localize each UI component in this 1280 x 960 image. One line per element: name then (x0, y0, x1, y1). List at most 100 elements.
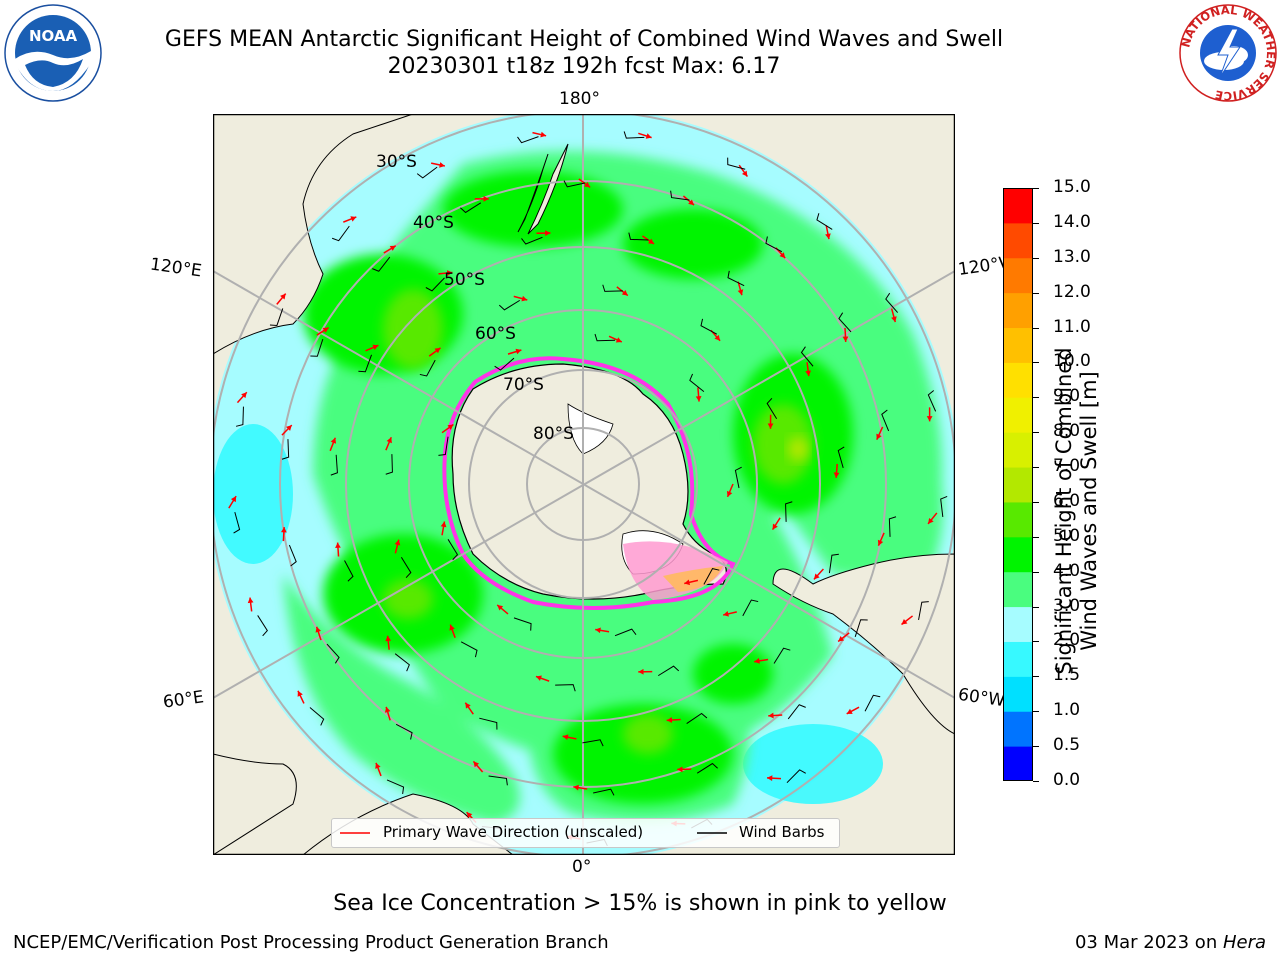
wind-barb (400, 556, 412, 579)
wind-barb (742, 599, 759, 617)
wave-direction-arrowhead (372, 344, 379, 351)
wave-direction-arrowhead (434, 347, 441, 354)
colorbar-bin (1003, 746, 1033, 782)
wind-barb (670, 190, 690, 201)
colorbar-tick-mark (1033, 606, 1039, 608)
wind-barb (269, 308, 284, 326)
sea-ice-yellow (663, 566, 723, 592)
colorbar-bin (1003, 188, 1033, 224)
colorbar-tick-mark (1033, 571, 1039, 573)
wind-barb (331, 225, 350, 242)
wind-barb (395, 723, 413, 740)
legend-primary-wave: Primary Wave Direction (unscaled) (383, 823, 644, 841)
colorbar-bin (1003, 711, 1033, 747)
svg-text:NOAA: NOAA (29, 27, 78, 45)
wind-barb (257, 615, 268, 637)
wind-barb (786, 769, 806, 784)
colorbar-tick-mark (1033, 292, 1039, 294)
colorbar-bin (1003, 536, 1033, 573)
wave-direction-arrowhead (615, 337, 622, 343)
wave-direction-arrowhead (545, 230, 551, 236)
lon-label-60e: 60°E (161, 687, 206, 713)
colorbar-tick-label: 9.0 (1053, 386, 1081, 407)
wave-direction-arrowhead (684, 579, 691, 586)
wave-direction-arrowhead (230, 496, 237, 503)
wave-direction-arrowhead (877, 539, 884, 546)
wave-direction-arrowhead (521, 295, 528, 302)
colorbar-tick-label: 11.0 (1053, 316, 1091, 337)
colorbar-bin (1003, 606, 1033, 642)
wind-barb (330, 454, 338, 476)
wind-barb (326, 643, 340, 664)
footer-machine: Hera (1222, 932, 1266, 953)
wind-barb (765, 236, 783, 253)
wave-direction-arrowhead (695, 396, 702, 402)
wave-direction-arrowhead (768, 712, 774, 719)
wind-barbs (233, 131, 948, 847)
lat-label-30s: 30°S (376, 152, 417, 172)
wind-barb (498, 299, 521, 311)
colorbar-bin (1003, 676, 1033, 712)
colorbar-tick-label: 3.0 (1053, 595, 1081, 616)
wind-barb (309, 707, 325, 726)
sea-ice-margin (442, 356, 736, 610)
wave-direction-arrowhead (281, 527, 287, 533)
wave-direction-arrowhead (535, 675, 542, 681)
wind-barb (372, 256, 391, 272)
wind-barb (785, 501, 793, 522)
wind-barb (460, 641, 478, 658)
wind-barb (888, 516, 897, 537)
wind-barb (773, 647, 791, 664)
colorbar-tick-mark (1033, 781, 1039, 782)
wind-barb (787, 704, 806, 720)
wave-direction-arrowhead (723, 611, 729, 617)
wind-barb (521, 236, 543, 245)
wave-direction-arrowhead (638, 668, 644, 675)
colorbar-tick-label: 12.0 (1053, 281, 1091, 302)
wind-barb (816, 213, 833, 230)
colorbar-tick-mark (1033, 257, 1039, 259)
wave-band-6m (788, 437, 808, 461)
lat-label-40s: 40°S (413, 213, 454, 233)
wave-direction-arrowhead (515, 348, 522, 355)
colorbar-tick-mark (1033, 711, 1039, 713)
colorbar-tick-mark (1033, 188, 1039, 189)
wind-barb (513, 617, 532, 631)
wave-direction-arrowhead (394, 539, 401, 546)
wind-barb (727, 270, 745, 287)
wind-barb (394, 653, 410, 672)
wave-direction-arrowhead (846, 708, 853, 714)
noaa-logo: NOAA (3, 3, 103, 103)
wave-direction-arrowhead (876, 433, 882, 440)
colorbar-tick-mark (1033, 362, 1039, 364)
wave-direction-arrowhead (573, 784, 579, 791)
wind-barb (614, 628, 637, 637)
wind-barb (517, 136, 539, 144)
wave-direction-arrowhead (838, 635, 845, 642)
wave-direction-arrowhead (767, 423, 774, 429)
wave-direction-arrowhead (540, 131, 547, 138)
lat-label-80s: 80°S (533, 424, 574, 444)
wave-direction-arrowhead (767, 775, 773, 782)
wind-barb (479, 717, 498, 730)
wave-direction-arrowhead (714, 334, 721, 341)
colorbar-tick-mark (1033, 327, 1039, 329)
wind-barb (438, 436, 449, 456)
colorbar-bin (1003, 292, 1033, 329)
lon-label-0: 0° (572, 857, 592, 877)
wind-barb (703, 568, 720, 585)
colorbar-bin (1003, 467, 1033, 503)
wave-direction-arrowhead (926, 416, 933, 422)
wave-direction-arrowhead (389, 245, 396, 251)
colorbar-bin (1003, 257, 1033, 294)
wave-direction-arrowhead (280, 293, 286, 300)
colorbar-tick-label: 1.5 (1053, 665, 1081, 686)
colorbar-bin (1003, 327, 1033, 363)
lat-label-70s: 70°S (503, 375, 544, 395)
wind-barb (885, 292, 899, 313)
wave-direction-arrowhead (322, 327, 329, 333)
colorbar-frame (1003, 188, 1033, 781)
colorbar-tick-mark (1033, 501, 1039, 503)
wave-direction-arrowhead (483, 195, 489, 202)
wave-direction-arrowhead (447, 424, 454, 430)
